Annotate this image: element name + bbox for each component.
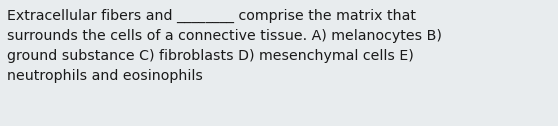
Text: Extracellular fibers and ________ comprise the matrix that
surrounds the cells o: Extracellular fibers and ________ compri… (7, 9, 442, 83)
